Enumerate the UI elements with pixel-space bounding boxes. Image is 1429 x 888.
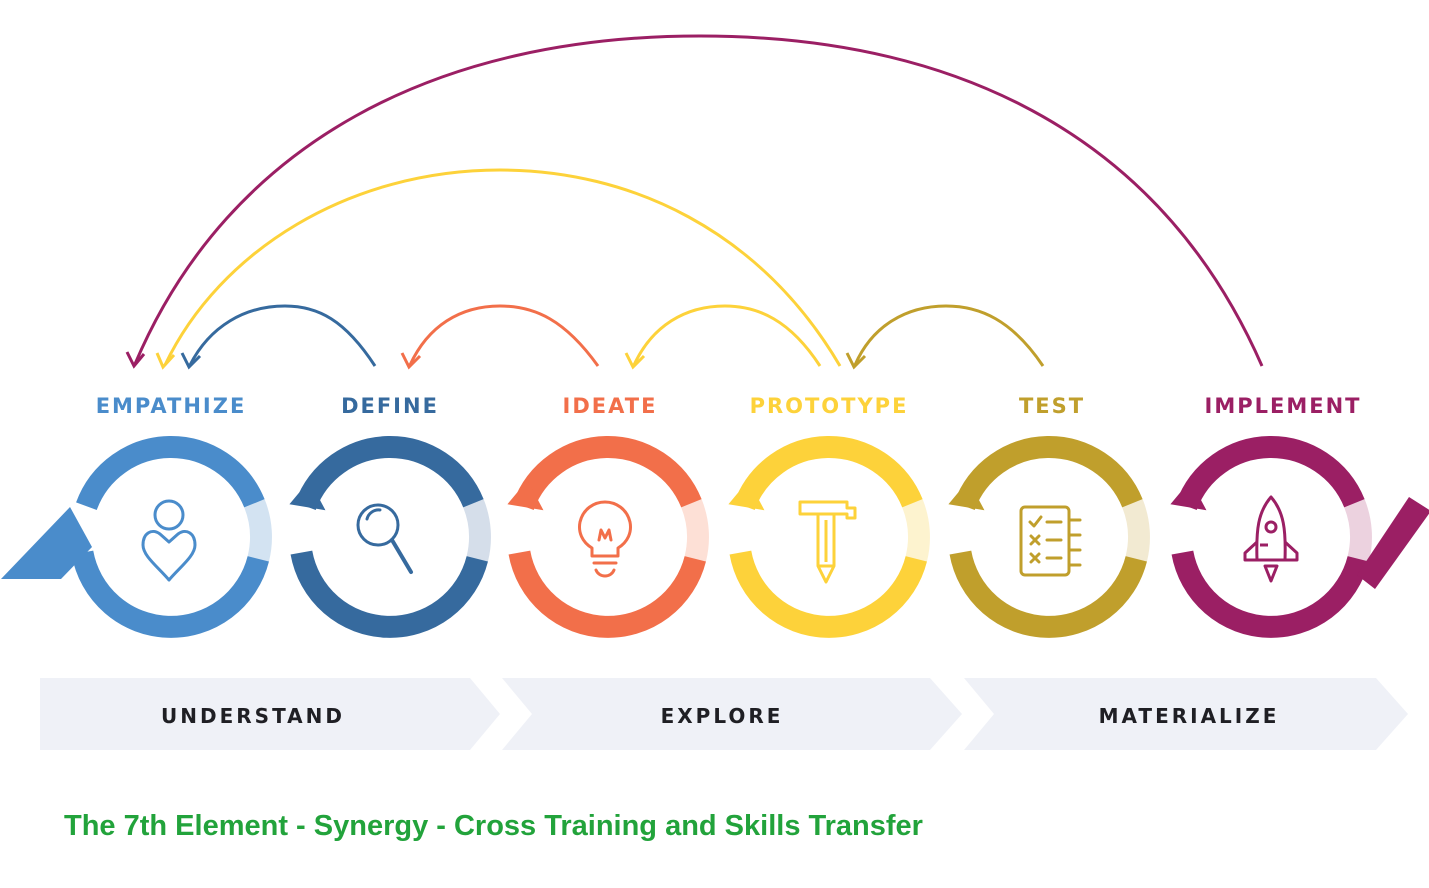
stage-label-define: DEFINE [341,394,439,418]
ring-connector-implement [1344,499,1372,562]
arc-implement-to-empathize [133,34,1264,367]
phase-label-materialize: MATERIALIZE [1099,704,1280,728]
ring-body-implement [1171,436,1369,638]
stage-ring-prototype [728,436,930,638]
arc-ideate-to-define [408,304,600,367]
stage-label-implement: IMPLEMENT [1205,394,1362,418]
stage-label-prototype: PROTOTYPE [750,394,909,418]
hammer-pencil-icon [798,500,857,584]
phase-label-explore: EXPLORE [661,704,784,728]
stage-ring-implement [1170,436,1429,638]
stage-ring-ideate [507,436,709,638]
ring-body-define [290,436,488,638]
caption: The 7th Element - Synergy - Cross Traini… [64,810,923,842]
ring-connector-ideate [681,499,709,562]
ring-arrowhead-empathize [1,507,92,579]
ring-body-ideate [508,436,706,638]
phase-label-understand: UNDERSTAND [161,704,345,728]
arc-prototype-to-empathize-arrowhead [155,352,176,370]
stage-label-empathize: EMPATHIZE [96,394,247,418]
person-heart-icon [141,499,197,582]
arc-define-to-empathize-arrowhead [180,352,202,370]
stage-label-test: TEST [1019,394,1085,418]
magnifier-icon [356,503,413,574]
stage-ring-empathize [1,436,272,638]
ring-body-prototype [729,436,927,638]
phase-chevron-explore [502,678,962,750]
ring-arrowhead-prototype [728,480,765,511]
stage-rings [1,436,1429,638]
ring-arrowhead-test [948,480,985,511]
phase-band: UNDERSTAND EXPLORE MATERIALIZE [40,678,1408,750]
ring-tail-implement [1357,497,1429,589]
feedback-arcs [125,34,1264,370]
ring-connector-define [463,499,491,562]
ring-arrowhead-ideate [507,480,544,511]
arc-test-to-prototype-arrowhead [845,352,867,370]
ring-body-empathize [71,436,269,638]
stage-labels: EMPATHIZE DEFINE IDEATE PROTOTYPE TEST I… [96,394,1362,418]
arc-define-to-empathize [188,304,377,367]
stage-ring-define [289,436,491,638]
stage-label-ideate: IDEATE [563,394,658,418]
stage-icons [141,495,1299,584]
arc-prototype-to-ideate [632,304,822,367]
arc-prototype-to-empathize [163,168,842,367]
arc-test-to-prototype [853,304,1045,367]
ring-body-test [949,436,1147,638]
ring-arrowhead-define [289,480,326,511]
ring-connector-test [1122,499,1150,562]
arc-implement-to-empathize-arrowhead [125,351,146,369]
phase-chevron-understand [40,678,500,750]
arc-ideate-to-define-arrowhead [400,352,422,370]
ring-arrowhead-implement [1170,480,1207,511]
arc-prototype-to-ideate-arrowhead [624,352,646,370]
rocket-icon [1243,495,1299,583]
ring-connector-prototype [902,499,930,562]
stage-ring-test [948,436,1150,638]
phase-chevron-materialize [964,678,1408,750]
ring-connector-empathize [244,499,272,562]
checklist-icon [1019,505,1082,577]
lightbulb-icon [578,500,632,578]
